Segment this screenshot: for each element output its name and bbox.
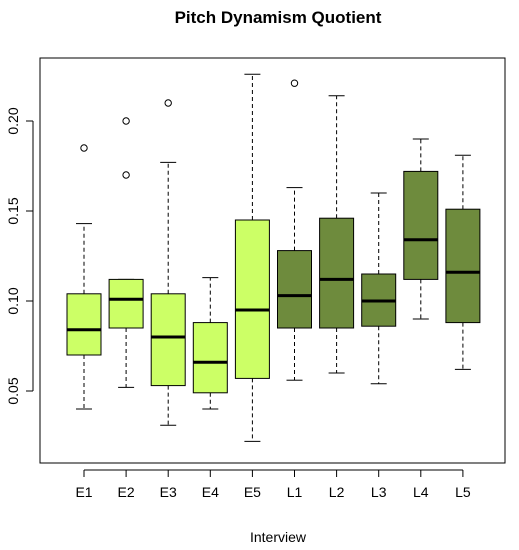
x-tick-label: E2 xyxy=(118,484,135,500)
box-e3 xyxy=(150,99,186,426)
x-tick-label: E4 xyxy=(202,484,219,500)
box-iqr xyxy=(192,322,228,394)
x-tick-label: E1 xyxy=(75,484,92,500)
x-axis: E1 E2 E3 E4 E5 L1 L2 L3 L4 L5 xyxy=(75,469,471,500)
box-iqr xyxy=(445,208,481,324)
box-l5 xyxy=(445,154,481,370)
x-tick-label: E5 xyxy=(244,484,261,500)
outlier-point xyxy=(80,144,88,152)
y-tick-label: 0.10 xyxy=(5,287,21,314)
x-tick-label: L5 xyxy=(455,484,471,500)
y-tick-label: 0.15 xyxy=(5,197,21,224)
x-tick-label: E3 xyxy=(160,484,177,500)
box-e4 xyxy=(192,277,228,410)
box-e5 xyxy=(234,73,270,442)
x-axis-label: Interview xyxy=(250,529,307,545)
x-tick-label: L1 xyxy=(287,484,303,500)
outlier-point xyxy=(290,79,299,87)
y-tick-label: 0.05 xyxy=(5,377,21,404)
box-l3 xyxy=(361,192,397,385)
box-iqr xyxy=(403,170,439,280)
box-e2 xyxy=(108,117,144,388)
box-l4 xyxy=(403,138,439,320)
y-tick-label: 0.20 xyxy=(5,107,21,134)
box-iqr xyxy=(66,293,102,356)
box-e1 xyxy=(66,144,102,410)
box-l1 xyxy=(277,79,312,381)
outlier-point xyxy=(122,117,130,125)
box-l2 xyxy=(319,95,355,374)
box-iqr xyxy=(277,250,312,329)
box-iqr xyxy=(319,217,355,329)
y-axis: 0.05 0.10 0.15 0.20 xyxy=(5,107,34,405)
outlier-point xyxy=(164,99,172,107)
outlier-point xyxy=(122,171,130,179)
chart-title: Pitch Dynamism Quotient xyxy=(175,8,382,27)
box-iqr xyxy=(108,278,144,329)
x-tick-label: L2 xyxy=(329,484,345,500)
x-tick-label: L3 xyxy=(371,484,387,500)
boxes-group xyxy=(66,73,481,442)
box-iqr xyxy=(150,293,186,387)
plot-frame xyxy=(39,57,506,464)
box-iqr xyxy=(234,219,270,379)
x-tick-label: L4 xyxy=(413,484,429,500)
